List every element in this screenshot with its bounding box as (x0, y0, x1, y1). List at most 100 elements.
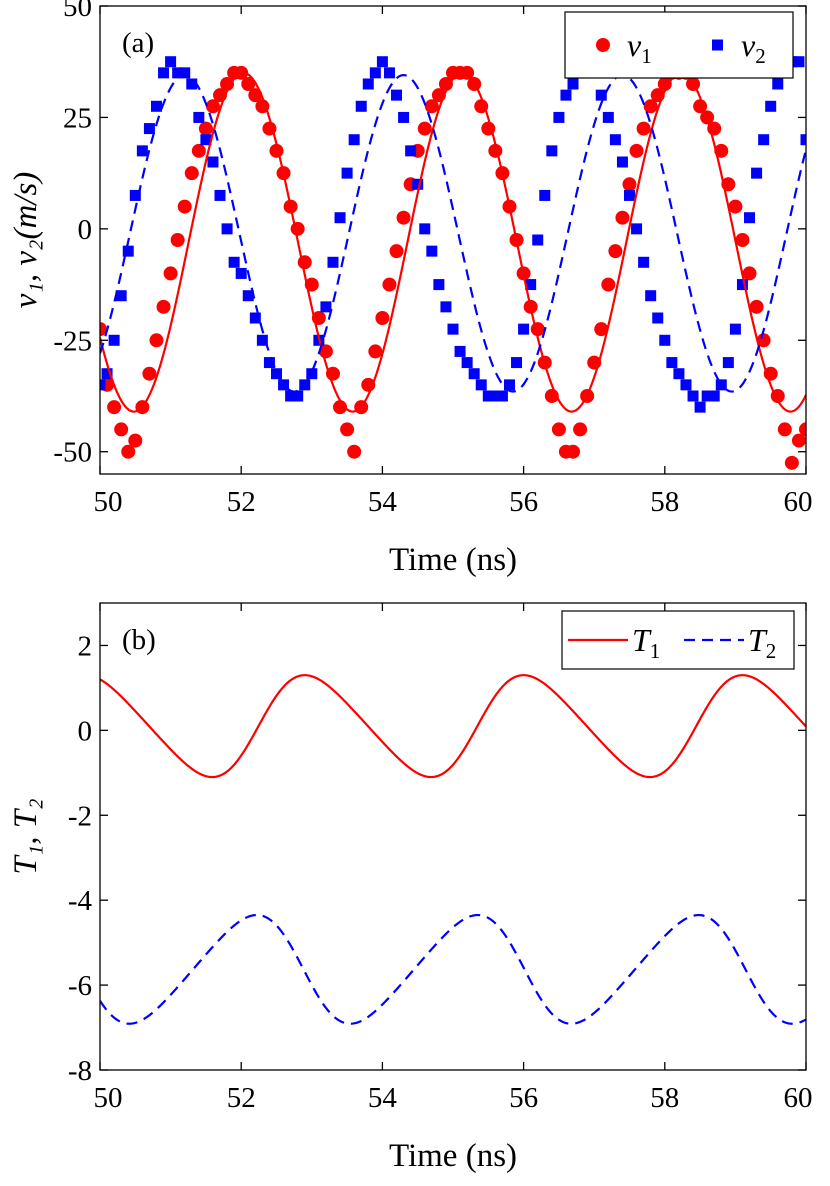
series-T1-line (100, 674, 806, 779)
v1-point (290, 221, 305, 236)
v2-point (447, 323, 459, 335)
v2-point (271, 368, 282, 380)
y-axis-title: v₁, v₂(m/s) (8, 172, 44, 309)
y-tick-label: -2 (68, 800, 92, 832)
v2-point (122, 245, 134, 257)
v2-point (158, 67, 170, 79)
v1-point (156, 299, 171, 314)
v2-point (687, 390, 699, 402)
v2-point (468, 368, 480, 380)
v2-point (765, 100, 777, 112)
v2-point (744, 212, 756, 224)
v2-point (348, 134, 360, 146)
v2-point (772, 78, 784, 90)
v2-point (228, 256, 240, 268)
v2-point (200, 134, 212, 146)
legend-label: v2 (741, 27, 766, 68)
x-tick-label: 58 (650, 486, 679, 518)
v1-point (608, 244, 623, 259)
v2-point (193, 111, 205, 123)
v2-point (758, 134, 770, 146)
series-v2-fit-line (100, 73, 806, 393)
v2-point (680, 379, 692, 391)
v2-point (567, 78, 579, 90)
v2-point (440, 301, 452, 313)
v1-point (728, 199, 743, 214)
v2-point (715, 379, 727, 391)
v2-point (525, 279, 537, 291)
v2-point (306, 368, 318, 380)
v1-point (198, 121, 213, 136)
v1-point (573, 422, 588, 437)
v1-point (735, 233, 750, 247)
v2-point (383, 67, 395, 79)
x-tick-label: 50 (94, 486, 123, 518)
v1-point (340, 422, 355, 437)
legend: T1 T2 (561, 610, 795, 670)
v1-point (333, 400, 348, 415)
v1-point (142, 366, 157, 381)
v2-point (511, 357, 523, 369)
series-v2 (100, 56, 806, 413)
legend: v1 v2 (564, 11, 794, 79)
legend-subscript: 2 (755, 44, 766, 68)
v1-point (594, 322, 609, 337)
v2-point (659, 334, 671, 346)
v1-point (438, 77, 453, 91)
v1-point (128, 433, 143, 448)
v2-point (376, 56, 388, 68)
v2-point (482, 390, 494, 402)
v2-point (256, 334, 268, 346)
x-axis-title: Time (ns) (389, 1138, 517, 1174)
v1-point (756, 333, 771, 348)
v1-point (170, 233, 185, 247)
v2-point (419, 223, 431, 235)
v2-point (673, 368, 685, 380)
v2-point (165, 56, 177, 68)
v2-point (278, 379, 290, 391)
v1-point (114, 422, 129, 437)
x-tick-label: 58 (650, 1082, 679, 1114)
v1-point (107, 400, 122, 415)
v1-point (184, 166, 199, 181)
v1-point (601, 277, 616, 292)
v1-point (149, 333, 164, 348)
v1-point (389, 244, 404, 259)
v2-point (207, 156, 219, 168)
v2-point (560, 89, 572, 101)
v2-point (369, 67, 381, 79)
v2-point (101, 368, 113, 380)
v2-point (461, 357, 473, 369)
y-tick-label: 50 (63, 0, 92, 23)
x-tick-label: 54 (368, 1082, 398, 1114)
v2-point (800, 134, 806, 146)
v1-point (417, 121, 432, 136)
v2-point (115, 290, 127, 302)
v1-point (784, 455, 799, 470)
v2-point (355, 100, 367, 112)
v2-point (100, 379, 106, 391)
y-tick-label: -6 (68, 970, 92, 1002)
v2-point (616, 156, 628, 168)
x-tick-label: 52 (227, 486, 256, 518)
x-tick-label: 52 (227, 1082, 256, 1114)
y-tick-label: 2 (78, 630, 93, 662)
legend-label: T1 (632, 622, 660, 663)
v2-point (221, 223, 233, 235)
v1-point (163, 266, 178, 281)
axes-box (99, 5, 807, 475)
v1-point (551, 422, 566, 437)
v2-point (546, 145, 558, 157)
v1-point (799, 422, 806, 437)
y-tick-label: 0 (78, 715, 93, 747)
series-T2-line (100, 913, 806, 1025)
v2-point (638, 256, 650, 268)
v1-point (742, 266, 757, 281)
v2-point (793, 56, 805, 68)
v2-point (263, 357, 275, 369)
y-tick-label: -8 (68, 1055, 92, 1087)
v1-point (177, 199, 192, 214)
x-tick-label: 60 (784, 486, 813, 518)
v1-point (615, 210, 630, 225)
x-axis-title: Time (ns) (389, 542, 517, 578)
